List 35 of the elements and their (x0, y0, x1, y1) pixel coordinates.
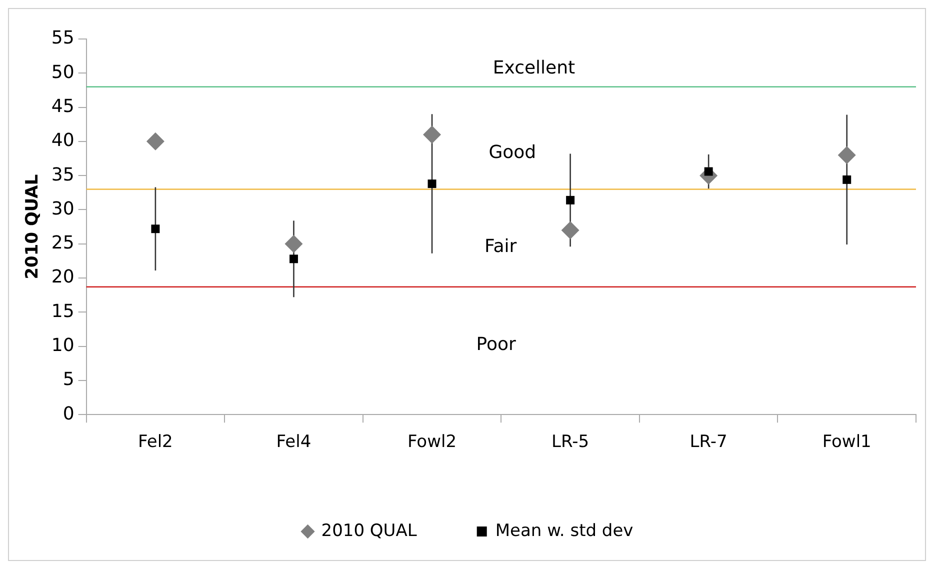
annotation: Excellent (492, 58, 576, 79)
y-tick-label: 30 (51, 198, 74, 220)
x-tick-label: LR-5 (552, 432, 590, 452)
legend-label: 2010 QUAL (321, 520, 418, 541)
point (561, 221, 580, 240)
x-tick-label: Fel4 (276, 432, 312, 452)
point (423, 126, 442, 144)
y-tick-label: 40 (51, 130, 74, 152)
x-tick-label: Fel2 (138, 432, 173, 452)
y-tick-label: 20 (51, 266, 74, 288)
point (428, 180, 436, 188)
y-tick-label: 10 (51, 334, 74, 356)
point (842, 175, 852, 184)
y-tick-label: 35 (51, 164, 74, 186)
legend-label: Mean w. std dev (495, 520, 634, 541)
annotation: Good (488, 142, 536, 164)
x-tick-label: Fowl1 (822, 432, 872, 452)
point (289, 254, 298, 264)
point (838, 146, 856, 164)
point (146, 132, 164, 150)
y-axis-title: 2010 QUAL (22, 174, 43, 280)
x-tick-label: LR-7 (690, 432, 728, 452)
point (151, 224, 160, 234)
y-tick-label: 25 (51, 232, 74, 254)
y-tick-label: 0 (62, 403, 74, 424)
annotation: Fair (484, 236, 518, 258)
y-tick-label: 15 (51, 300, 74, 322)
point (284, 234, 303, 253)
y-tick-label: 5 (62, 369, 74, 390)
y-tick-label: 55 (51, 28, 74, 49)
point (566, 196, 575, 204)
annotation: Poor (476, 334, 516, 355)
y-tick-label: 50 (51, 62, 74, 83)
x-tick-label: Fowl2 (407, 432, 457, 452)
y-tick-label: 45 (51, 96, 74, 117)
